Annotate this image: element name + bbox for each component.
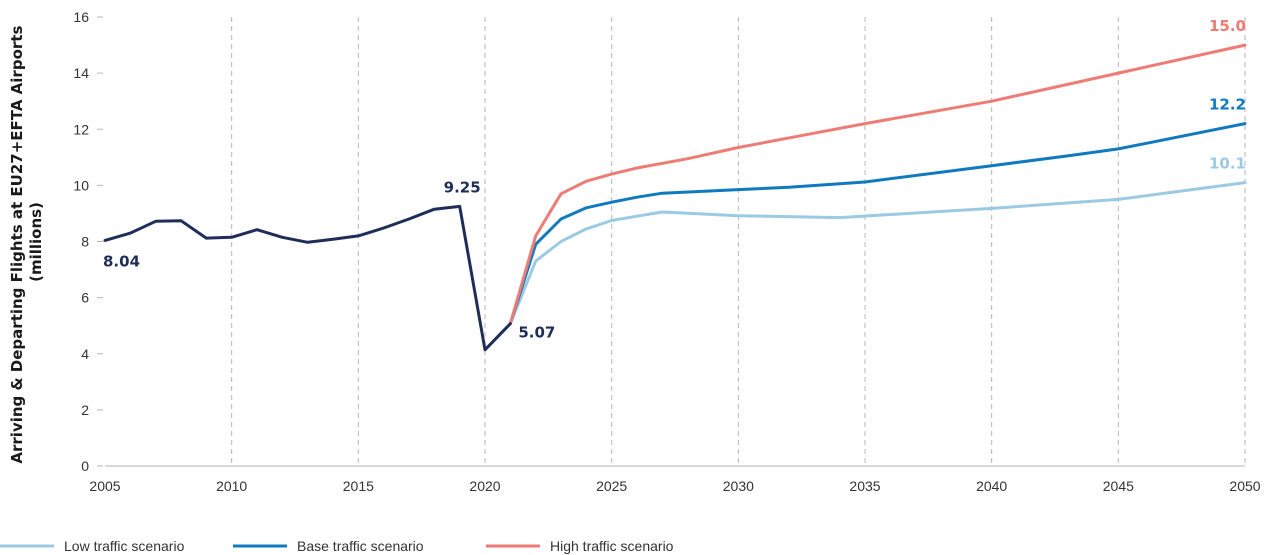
x-axis: 2005 2010 2015 2020 2025 2030 2035 2040 2045 2050 [89, 478, 1260, 494]
y-axis-label-line-1: Arriving & Departing Flights at EU27+EFT… [8, 26, 26, 464]
x-tick-label: 2005 [89, 478, 120, 494]
x-tick-label: 2035 [849, 478, 880, 494]
series-line-historical [103, 204, 512, 352]
x-tick-label: 2040 [976, 478, 1007, 494]
series-group [103, 43, 1247, 352]
x-tick-label: 2020 [469, 478, 500, 494]
data-label-8-04: 8.04 [103, 252, 140, 270]
series-line-high-traffic-scenario [508, 43, 1247, 326]
x-tick-label: 2015 [343, 478, 374, 494]
y-tick-label: 8 [81, 234, 89, 250]
legend-label-high-traffic-scenario: High traffic scenario [550, 538, 674, 554]
y-axis-label: Arriving & Departing Flights at EU27+EFT… [8, 20, 45, 463]
y-axis-label-line-2: (millions) [27, 202, 45, 282]
data-label-9-25: 9.25 [444, 178, 481, 196]
y-tick-label: 4 [81, 346, 89, 362]
data-label-12-2: 12.2 [1209, 96, 1246, 114]
legend: Low traffic scenario Base traffic scenari… [0, 538, 674, 554]
y-tick-label: 12 [73, 121, 89, 137]
legend-label-low-traffic-scenario: Low traffic scenario [64, 538, 185, 554]
y-axis: 0 2 4 6 8 10 12 14 16 [73, 9, 103, 474]
data-label-5-07: 5.07 [518, 324, 555, 342]
y-tick-label: 0 [81, 458, 89, 474]
y-tick-label: 16 [73, 9, 89, 25]
series-line-base-traffic-scenario [508, 122, 1247, 326]
data-label-15-0: 15.0 [1209, 17, 1246, 35]
y-tick-label: 10 [73, 177, 89, 193]
x-tick-label: 2010 [216, 478, 247, 494]
x-tick-label: 2050 [1229, 478, 1260, 494]
x-tick-label: 2045 [1103, 478, 1134, 494]
y-tick-label: 14 [73, 65, 89, 81]
data-labels: 8.04 9.25 5.07 15.0 12.2 10.1 [103, 17, 1246, 342]
legend-label-base-traffic-scenario: Base traffic scenario [297, 538, 424, 554]
x-tick-label: 2025 [596, 478, 627, 494]
y-tick-label: 6 [81, 290, 89, 306]
y-tick-label: 2 [81, 402, 89, 418]
series-line-low-traffic-scenario [508, 181, 1247, 326]
data-label-10-1: 10.1 [1209, 155, 1246, 173]
x-tick-label: 2030 [723, 478, 754, 494]
grid [105, 17, 1246, 467]
